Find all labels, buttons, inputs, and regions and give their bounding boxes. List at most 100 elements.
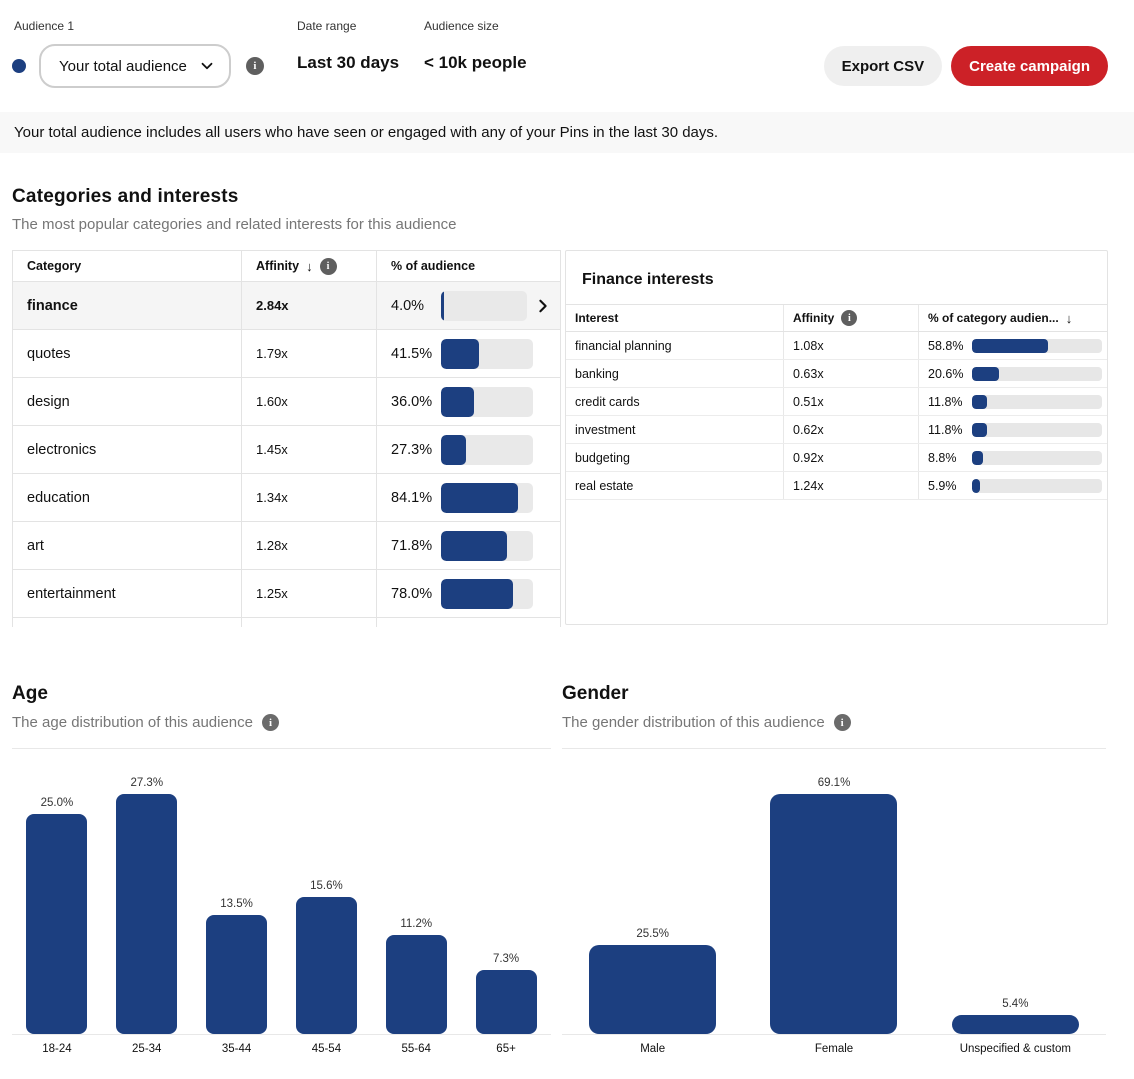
gender-bar-chart: 25.5% 69.1% 5.4% [562, 770, 1106, 1035]
axis-tick-label: Female [814, 1043, 854, 1055]
chevron-down-icon [201, 62, 213, 70]
pct-bar-track [441, 482, 533, 513]
categories-subtitle: The most popular categories and related … [12, 216, 457, 233]
bar-value-label: 7.3% [492, 952, 520, 965]
category-name: entertainment [27, 585, 116, 602]
interest-name: credit cards [575, 394, 640, 409]
category-row-education[interactable]: education 1.34x 84.1% [13, 474, 560, 522]
create-campaign-button[interactable]: Create campaign [951, 46, 1108, 86]
bar-value-label: 5.4% [1002, 998, 1029, 1011]
date-range-block: Date range Last 30 days [297, 19, 399, 73]
interest-row-budgeting[interactable]: budgeting 0.92x 8.8% [566, 444, 1107, 472]
interest-pct: 5.9% [928, 478, 957, 493]
category-row-partial[interactable] [13, 618, 560, 627]
category-name: art [27, 537, 44, 554]
category-row-quotes[interactable]: quotes 1.79x 41.5% [13, 330, 560, 378]
category-affinity: 1.45x [256, 442, 288, 457]
age-bar-18-24 [26, 814, 88, 1034]
pct-bar-fill [441, 290, 445, 321]
interest-row-real-estate[interactable]: real estate 1.24x 5.9% [566, 472, 1107, 500]
affinity-info-icon[interactable]: i [319, 257, 337, 275]
audience-size-block: Audience size < 10k people [424, 19, 527, 73]
bar-value-label: 11.2% [400, 918, 433, 931]
category-name: quotes [27, 345, 71, 362]
category-row-electronics[interactable]: electronics 1.45x 27.3% [13, 426, 560, 474]
audience-insights-header: Audience 1 Your total audience i Date ra… [0, 0, 1134, 112]
interest-pct: 11.8% [928, 422, 963, 437]
age-title: Age [12, 683, 48, 704]
date-range-value: Last 30 days [297, 53, 400, 72]
chevron-right-icon [539, 299, 547, 312]
pct-bar-fill [441, 434, 467, 465]
category-pct: 36.0% [391, 393, 433, 410]
category-row-entertainment[interactable]: entertainment 1.25x 78.0% [13, 570, 560, 618]
pct-bar-track [972, 478, 1102, 493]
pct-bar-track [441, 386, 533, 417]
category-name: design [27, 393, 70, 410]
pct-bar-fill [441, 626, 447, 627]
pct-bar-track [972, 338, 1102, 353]
date-range-label: Date range [297, 19, 357, 33]
pct-bar-track [972, 422, 1102, 437]
finance-interests-header: Interest Affinity i % of category audien… [566, 304, 1107, 332]
interest-pct: 58.8% [928, 338, 964, 353]
interest-affinity: 0.51x [793, 394, 824, 409]
audience-size-value: < 10k people [424, 53, 527, 72]
category-row-finance[interactable]: finance 2.84x 4.0% [13, 282, 560, 330]
interest-row-financial-planning[interactable]: financial planning 1.08x 58.8% [566, 332, 1107, 360]
interest-name: financial planning [575, 338, 672, 353]
finance-interests-panel: Finance interests Interest Affinity i % … [565, 250, 1108, 625]
audience-info-icon[interactable]: i [245, 57, 264, 75]
category-row-art[interactable]: art 1.28x 71.8% [13, 522, 560, 570]
pct-bar-fill [972, 422, 988, 437]
axis-tick-label: 55-64 [401, 1043, 431, 1055]
pct-bar-fill [972, 450, 984, 465]
gender-section: Gender The gender distribution of this a… [562, 683, 1106, 1055]
gender-bar-male [589, 945, 717, 1034]
categories-table-header: Category Affinity ↓ i % of audience [13, 251, 560, 282]
bar-value-label: 15.6% [310, 879, 343, 892]
category-name: education [27, 489, 90, 506]
category-affinity: 1.28x [256, 538, 288, 553]
axis-tick-label: Unspecified & custom [959, 1043, 1071, 1055]
banner-text: Your total audience includes all users w… [14, 124, 719, 141]
pct-bar-fill [441, 338, 480, 369]
category-pct: 4.0% [391, 297, 425, 314]
interest-name: budgeting [575, 450, 630, 465]
age-info-icon[interactable]: i [262, 714, 279, 731]
pct-bar-track [441, 626, 533, 627]
category-row-design[interactable]: design 1.60x 36.0% [13, 378, 560, 426]
axis-tick-label: 18-24 [42, 1043, 72, 1055]
pct-bar-fill [441, 386, 475, 417]
gender-bar-female [770, 793, 898, 1034]
audience-dropdown[interactable]: Your total audience [39, 44, 231, 88]
gender-info-icon[interactable]: i [833, 714, 851, 731]
category-name: finance [27, 297, 78, 314]
column-header-interest-affinity: Affinity i [783, 305, 918, 331]
category-name: electronics [27, 441, 97, 458]
bar-value-label: 13.5% [220, 898, 253, 911]
bar-value-label: 69.1% [817, 776, 851, 789]
interest-affinity: 0.63x [793, 366, 824, 381]
export-csv-button[interactable]: Export CSV [823, 46, 943, 86]
column-header-category: Category [27, 259, 82, 273]
pct-bar-track [441, 530, 533, 561]
column-header-affinity[interactable]: Affinity ↓ i [241, 251, 376, 281]
category-affinity: 1.60x [256, 394, 288, 409]
interest-row-credit-cards[interactable]: credit cards 0.51x 11.8% [566, 388, 1107, 416]
interest-affinity-info-icon[interactable]: i [841, 310, 858, 326]
interest-pct: 20.6% [928, 366, 964, 381]
column-header-interest: Interest [575, 311, 619, 325]
category-pct: 27.3% [391, 441, 433, 458]
axis-tick-label: 25-34 [132, 1043, 162, 1055]
age-bar-45-54 [295, 896, 357, 1034]
interest-row-banking[interactable]: banking 0.63x 20.6% [566, 360, 1107, 388]
age-subtitle: The age distribution of this audience [12, 714, 253, 731]
axis-tick-label: 45-54 [311, 1043, 342, 1055]
interest-row-investment[interactable]: investment 0.62x 11.8% [566, 416, 1107, 444]
pct-bar-track [441, 290, 527, 321]
age-bar-55-64 [385, 935, 447, 1034]
interest-name: real estate [575, 478, 634, 493]
column-header-category-audience-pct[interactable]: % of category audien... ↓ [918, 305, 1107, 331]
bar-value-label: 25.0% [40, 797, 74, 809]
